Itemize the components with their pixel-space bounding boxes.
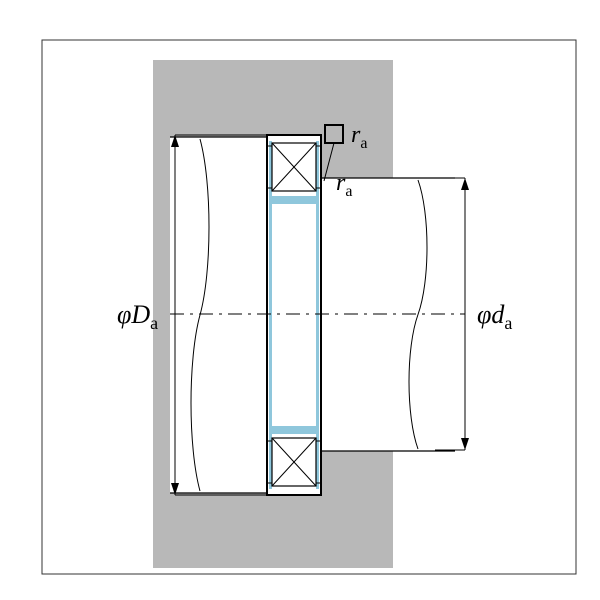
subscript-a: a <box>504 313 512 333</box>
subscript-a: a <box>150 313 158 333</box>
r: r <box>351 122 360 148</box>
r: r <box>336 170 345 196</box>
label-fillet-radius-outer: ra <box>351 122 367 153</box>
phi-d: φd <box>477 300 504 329</box>
subscript-a: a <box>360 135 367 152</box>
label-fillet-radius-inner: ra <box>336 170 352 201</box>
subscript-a: a <box>345 183 352 200</box>
label-outer-diameter: φDa <box>117 300 158 334</box>
phi-D: φD <box>117 300 150 329</box>
label-inner-diameter: φda <box>477 300 512 334</box>
